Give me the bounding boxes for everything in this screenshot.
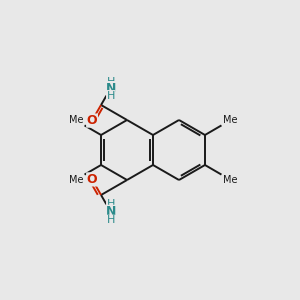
Text: H: H: [106, 200, 115, 209]
Text: Me: Me: [223, 115, 238, 125]
Text: H: H: [106, 91, 115, 100]
Text: H: H: [106, 215, 115, 225]
Text: O: O: [87, 114, 98, 127]
Text: O: O: [87, 173, 98, 186]
Text: Me: Me: [223, 175, 238, 185]
Text: N: N: [106, 206, 116, 218]
Text: N: N: [106, 82, 116, 94]
Text: Me: Me: [68, 115, 83, 125]
Text: Me: Me: [68, 175, 83, 185]
Text: H: H: [106, 76, 115, 86]
